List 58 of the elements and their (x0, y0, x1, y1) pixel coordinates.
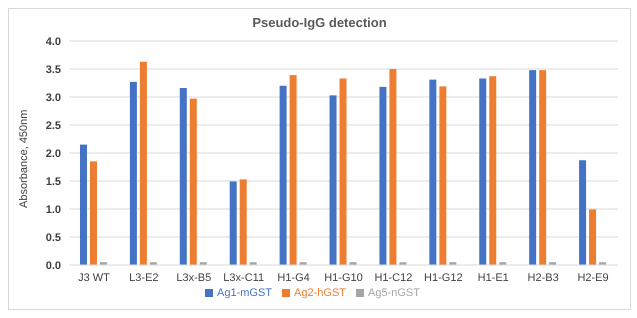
bar (150, 262, 157, 265)
bar (599, 262, 606, 265)
bar (280, 86, 287, 265)
bar (330, 95, 337, 265)
x-tick-label: L3-E2 (129, 272, 159, 284)
bar (399, 262, 406, 265)
x-tick-label: H1-G10 (324, 272, 363, 284)
bar (200, 262, 207, 265)
x-tick-label: H2-B3 (528, 272, 559, 284)
y-tick-label: 3.0 (46, 92, 61, 104)
bar (539, 70, 546, 265)
y-axis-title: Absorbance, 450nm (18, 110, 30, 208)
y-tick-label: 4.0 (46, 36, 61, 48)
x-tick-label: H1-C12 (374, 272, 412, 284)
x-tick-label: H2-E9 (577, 272, 609, 284)
bar (240, 179, 247, 265)
y-tick-label: 2.5 (46, 120, 61, 132)
x-tick-label: H1-G4 (277, 272, 310, 284)
x-tick-label: H1-G12 (424, 272, 463, 284)
bar (300, 262, 307, 265)
legend-label: Ag1-mGST (217, 287, 272, 299)
bar (80, 144, 87, 265)
y-tick-label: 3.5 (46, 64, 61, 76)
bar (290, 75, 297, 265)
y-tick-label: 0.0 (46, 260, 61, 272)
bar (589, 210, 596, 265)
bar (499, 262, 506, 265)
legend-label: Ag2-hGST (294, 287, 346, 299)
x-tick-label: L3x-B5 (176, 272, 212, 284)
bar (340, 78, 347, 265)
bar (190, 98, 197, 265)
bar (250, 262, 257, 265)
bar (180, 88, 187, 265)
x-tick-label: L3x-C11 (223, 272, 264, 284)
x-tick-label: H1-E1 (478, 272, 509, 284)
y-tick-label: 2.0 (46, 148, 61, 160)
bar (429, 80, 436, 265)
bar (479, 78, 486, 265)
bar (350, 262, 357, 265)
bar (90, 161, 97, 265)
bar (379, 86, 386, 265)
bar (130, 82, 137, 265)
y-tick-label: 1.5 (46, 176, 61, 188)
y-tick-label: 0.5 (46, 232, 61, 244)
x-tick-label: J3 WT (78, 272, 110, 284)
bar (579, 160, 586, 265)
bar (489, 76, 496, 265)
bar (389, 69, 396, 265)
bar (100, 262, 107, 265)
bar (140, 62, 147, 265)
bar (230, 182, 237, 265)
chart-title: Pseudo-IgG detection (251, 15, 388, 32)
legend-label: Ag5-nGST (368, 287, 420, 299)
bar (449, 262, 456, 265)
bar (439, 86, 446, 265)
bar (549, 262, 556, 265)
y-tick-label: 1.0 (46, 204, 61, 216)
bar (529, 70, 536, 265)
